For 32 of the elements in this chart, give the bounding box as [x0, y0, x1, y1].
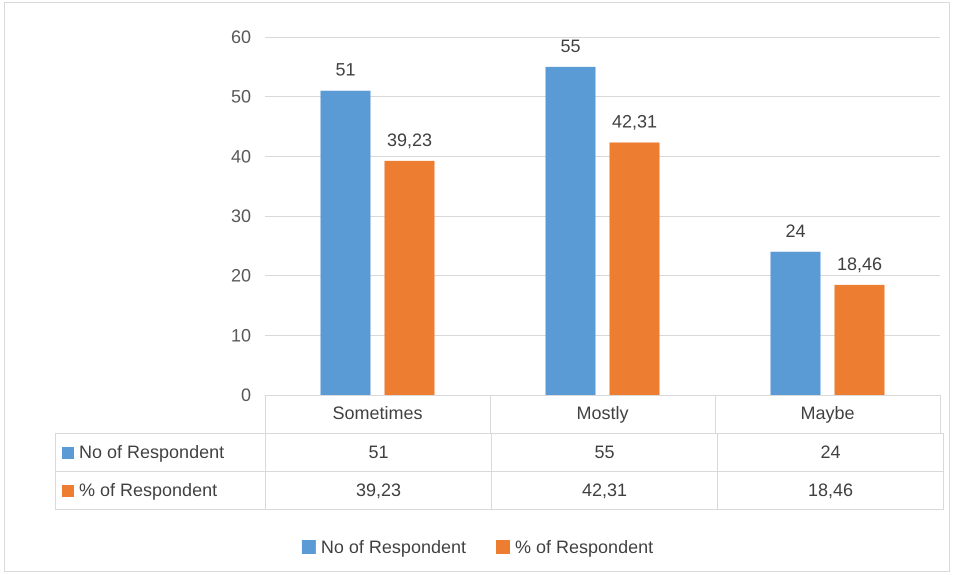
text: 24: [785, 220, 806, 241]
y-tick-label: 50: [230, 86, 251, 107]
x-tick-label: Sometimes: [332, 403, 423, 423]
x-tick-label: Maybe: [800, 403, 855, 423]
bar: [610, 142, 660, 395]
text: 39,23: [386, 130, 432, 150]
text: 55: [560, 36, 581, 56]
y-tick-label: 30: [230, 206, 251, 226]
y-tick-label: 40: [230, 146, 251, 166]
data-label: 51: [266, 434, 492, 472]
data-label: 24: [718, 434, 944, 472]
legend-label: No of Respondent: [56, 434, 266, 472]
bar: [770, 252, 820, 395]
y-tick-label: 20: [230, 266, 251, 286]
bar: [384, 160, 434, 395]
text: No of Respondent: [320, 537, 466, 557]
x-tick-label: Mostly: [576, 403, 629, 423]
text: 18,46: [836, 254, 882, 274]
bar: [320, 90, 370, 395]
data-label: 55: [492, 434, 718, 472]
text: 42,31: [612, 112, 658, 132]
data-label: 42,31: [492, 472, 718, 510]
bar: [546, 66, 596, 395]
y-tick-label: 0: [240, 385, 251, 405]
bar: [834, 284, 884, 395]
text: 51: [335, 60, 356, 80]
legend-label: % of Respondent: [515, 537, 654, 557]
y-tick-label: 60: [230, 27, 251, 47]
data-label: 18,46: [718, 472, 944, 510]
y-tick-label: 10: [230, 325, 251, 346]
text: % of Respondent: [79, 480, 218, 500]
data-label: 39,23: [266, 472, 492, 510]
